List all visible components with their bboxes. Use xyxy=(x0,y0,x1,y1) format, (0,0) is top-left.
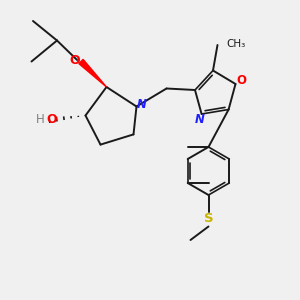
Text: N: N xyxy=(195,113,205,126)
Text: N: N xyxy=(137,98,147,112)
Text: O: O xyxy=(236,74,246,88)
Polygon shape xyxy=(79,59,106,87)
Text: O: O xyxy=(69,54,80,68)
Text: H: H xyxy=(35,113,44,126)
Text: O: O xyxy=(46,113,57,126)
Text: CH₃: CH₃ xyxy=(226,39,246,50)
Text: S: S xyxy=(204,212,213,226)
